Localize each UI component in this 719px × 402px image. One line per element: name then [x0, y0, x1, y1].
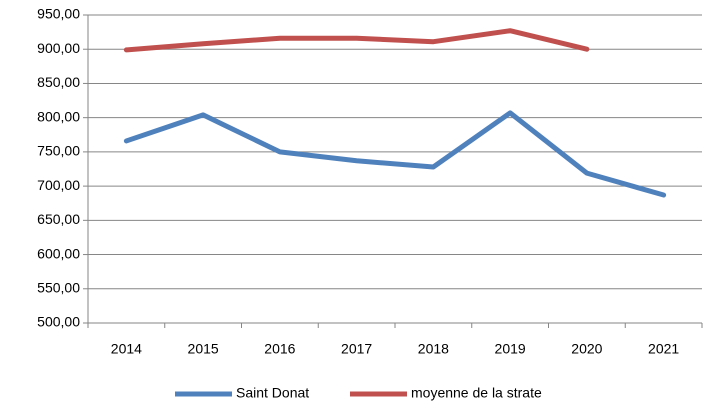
series-line: [123, 110, 667, 198]
x-tick-label: 2017: [341, 341, 372, 357]
legend-label: Saint Donat: [236, 385, 309, 401]
y-tick-label: 550,00: [37, 279, 80, 295]
x-tick-label: 2021: [648, 341, 679, 357]
x-tick-label: 2018: [418, 341, 449, 357]
y-tick-label: 950,00: [37, 6, 80, 22]
x-tick-label: 2014: [111, 341, 142, 357]
y-tick-label: 600,00: [37, 245, 80, 261]
y-tick-label: 850,00: [37, 74, 80, 90]
y-tick-label: 700,00: [37, 177, 80, 193]
y-tick-label: 650,00: [37, 211, 80, 227]
series-line: [123, 28, 590, 53]
x-tick-label: 2020: [571, 341, 602, 357]
x-tick-label: 2015: [188, 341, 219, 357]
y-tick-label: 800,00: [37, 108, 80, 124]
x-tick-label: 2016: [264, 341, 295, 357]
y-tick-label: 900,00: [37, 40, 80, 56]
x-tick-label: 2019: [495, 341, 526, 357]
y-tick-label: 500,00: [37, 314, 80, 330]
y-tick-label: 750,00: [37, 143, 80, 159]
legend-label: moyenne de la strate: [411, 385, 542, 401]
